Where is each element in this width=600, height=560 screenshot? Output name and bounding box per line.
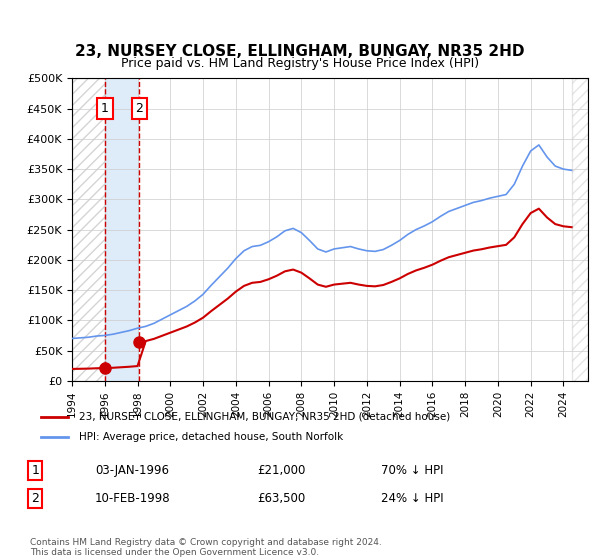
Text: £63,500: £63,500 [257,492,305,505]
Text: 1: 1 [31,464,40,477]
Text: 2: 2 [136,102,143,115]
Bar [105,78,139,381]
Text: Price paid vs. HM Land Registry's House Price Index (HPI): Price paid vs. HM Land Registry's House … [121,57,479,70]
Text: 1: 1 [101,102,109,115]
Text: 24% ↓ HPI: 24% ↓ HPI [381,492,443,505]
Text: 03-JAN-1996: 03-JAN-1996 [95,464,169,477]
Text: 10-FEB-1998: 10-FEB-1998 [95,492,170,505]
Text: Contains HM Land Registry data © Crown copyright and database right 2024.
This d: Contains HM Land Registry data © Crown c… [30,538,382,557]
Bar [72,78,105,381]
Text: 23, NURSEY CLOSE, ELLINGHAM, BUNGAY, NR35 2HD (detached house): 23, NURSEY CLOSE, ELLINGHAM, BUNGAY, NR3… [79,412,450,422]
Bar [572,78,588,381]
Text: 70% ↓ HPI: 70% ↓ HPI [381,464,443,477]
Text: HPI: Average price, detached house, South Norfolk: HPI: Average price, detached house, Sout… [79,432,343,442]
Text: 23, NURSEY CLOSE, ELLINGHAM, BUNGAY, NR35 2HD: 23, NURSEY CLOSE, ELLINGHAM, BUNGAY, NR3… [75,44,525,59]
Text: £21,000: £21,000 [257,464,305,477]
Text: 2: 2 [31,492,40,505]
